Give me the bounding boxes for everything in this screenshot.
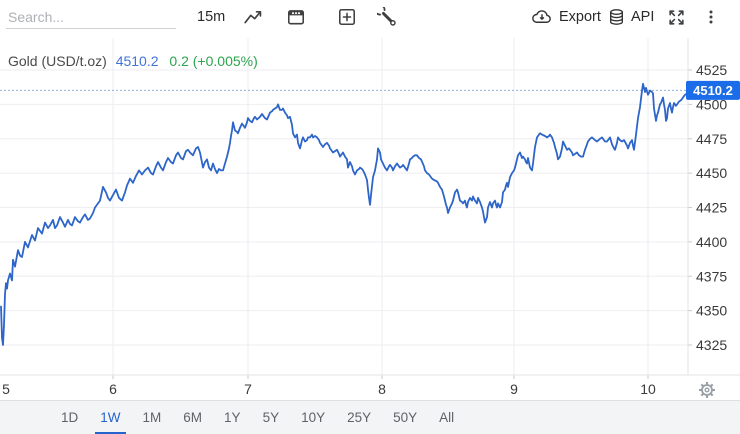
gear-icon (699, 382, 715, 398)
price-line-series (0, 82, 692, 346)
export-cloud-icon (532, 10, 551, 23)
chart-legend: Gold (USD/t.oz) 4510.2 0.2 (+0.005%) (8, 53, 258, 69)
price-chart[interactable]: 4525 4500 4475 4450 4425 4400 4375 4350 4325 5 6 7 8… (0, 36, 740, 400)
settings-wrench-button[interactable] (377, 5, 397, 29)
timeframe-bar: 1D 1W 1M 6M 1Y 5Y 10Y 25Y 50Y All (0, 400, 740, 434)
timeframe-all[interactable]: All (434, 401, 459, 434)
x-axis-label: 10 (640, 381, 656, 397)
calendar-icon (288, 10, 304, 25)
x-axis-label: 9 (510, 381, 518, 397)
y-axis-label: 4450 (696, 165, 727, 181)
y-axis-label: 4475 (696, 131, 727, 147)
price-change: 0.2 (+0.005%) (169, 53, 258, 69)
timeframe-1y[interactable]: 1Y (219, 401, 246, 434)
y-axis-label: 4350 (696, 303, 727, 319)
x-axis-label: 8 (378, 381, 386, 397)
last-price: 4510.2 (115, 53, 159, 69)
chart-type-button[interactable] (243, 5, 263, 29)
x-axis-label: 6 (109, 381, 117, 397)
timeframe-1m[interactable]: 1M (138, 401, 167, 434)
toolbar: 15m (0, 0, 740, 36)
current-price-pill-label: 4510.2 (693, 83, 733, 98)
api-label: API (631, 9, 655, 25)
y-axis-label: 4425 (696, 200, 727, 216)
y-axis-label: 4500 (696, 96, 727, 112)
timeframe-6m[interactable]: 6M (178, 401, 207, 434)
add-indicator-button[interactable] (337, 5, 357, 29)
timeframe-25y[interactable]: 25Y (342, 401, 376, 434)
export-label: Export (559, 9, 601, 25)
calendar-button[interactable] (286, 5, 306, 29)
kebab-menu-icon (709, 10, 713, 24)
y-axis-label: 4400 (696, 234, 727, 250)
y-axis-label: 4525 (696, 62, 727, 78)
timeframe-50y[interactable]: 50Y (388, 401, 422, 434)
expand-icon (669, 9, 684, 25)
instrument-name: Gold (USD/t.oz) (8, 53, 107, 69)
fullscreen-button[interactable] (667, 5, 686, 29)
current-price-pill (686, 80, 740, 100)
api-button[interactable]: API (607, 5, 654, 29)
more-menu-button[interactable] (702, 5, 720, 29)
y-axis-label: 4325 (696, 337, 727, 353)
x-axis-label: 5 (2, 381, 10, 397)
timeframe-5y[interactable]: 5Y (258, 401, 285, 434)
export-button[interactable]: Export (530, 5, 601, 29)
chart-settings-button[interactable] (698, 381, 716, 404)
timeframe-10y[interactable]: 10Y (296, 401, 330, 434)
database-icon (610, 9, 623, 25)
timeframe-1w[interactable]: 1W (95, 401, 126, 434)
timeframe-1d[interactable]: 1D (56, 401, 83, 434)
trend-line-icon (244, 10, 262, 24)
x-axis-label: 7 (244, 381, 252, 397)
plus-square-icon (339, 9, 355, 25)
y-axis-label: 4375 (696, 268, 727, 284)
chart-area: 4525 4500 4475 4450 4425 4400 4375 4350 4325 5 6 7 8… (0, 36, 740, 400)
wrench-icon (377, 7, 396, 26)
search-input[interactable] (6, 5, 176, 29)
interval-button[interactable]: 15m (197, 5, 225, 29)
